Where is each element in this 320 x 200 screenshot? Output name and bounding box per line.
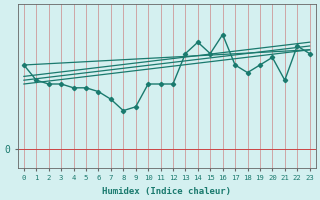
X-axis label: Humidex (Indice chaleur): Humidex (Indice chaleur): [102, 187, 231, 196]
